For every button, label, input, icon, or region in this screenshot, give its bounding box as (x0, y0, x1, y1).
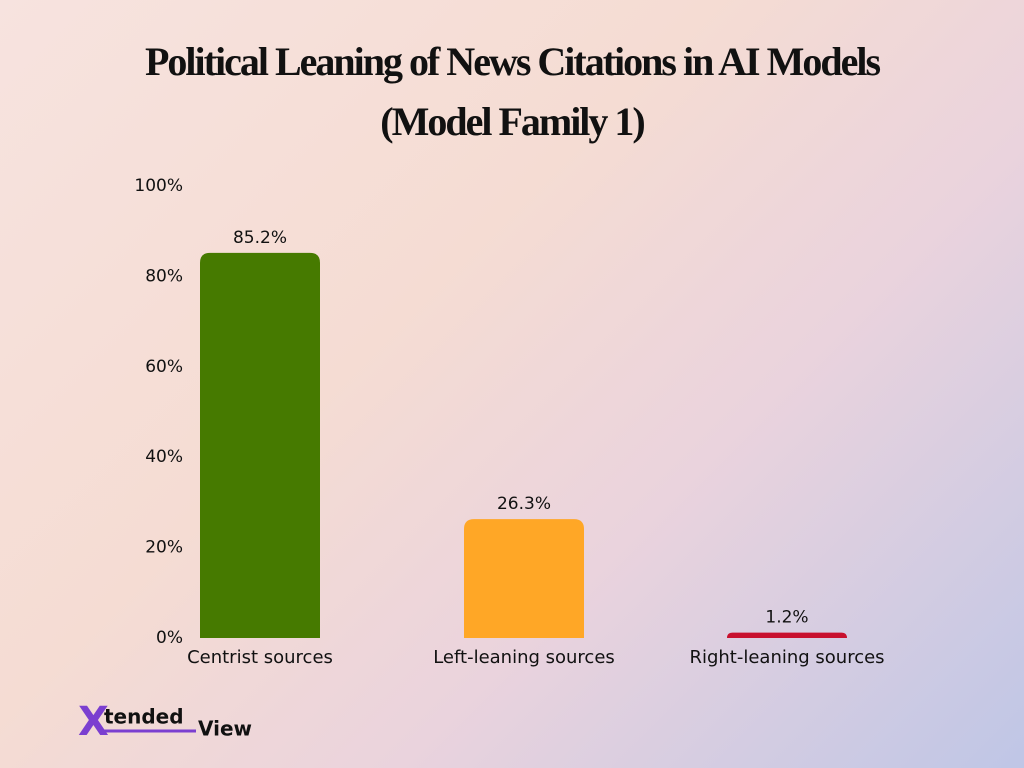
logo-text: View (198, 717, 252, 741)
data-label: 1.2% (765, 608, 808, 628)
logo-text: tended (104, 705, 184, 729)
chart-title: Political Leaning of News Citations in A… (145, 39, 880, 84)
y-tick-label: 60% (145, 357, 183, 377)
x-tick-label: Centrist sources (187, 647, 333, 668)
y-tick-label: 0% (156, 628, 183, 648)
chart-title: (Model Family 1) (380, 99, 644, 144)
x-tick-label: Right-leaning sources (689, 647, 884, 668)
x-tick-label: Left-leaning sources (433, 647, 615, 668)
y-tick-label: 20% (145, 538, 183, 558)
bar (464, 519, 584, 638)
y-tick-label: 40% (145, 447, 183, 467)
bar (727, 632, 847, 638)
logo: X tended View (78, 699, 252, 745)
logo-mark: X (78, 699, 109, 745)
y-tick-label: 80% (145, 266, 183, 286)
data-label: 26.3% (497, 494, 551, 514)
data-label: 85.2% (233, 228, 287, 248)
bar (200, 252, 320, 638)
y-tick-label: 100% (134, 176, 183, 196)
